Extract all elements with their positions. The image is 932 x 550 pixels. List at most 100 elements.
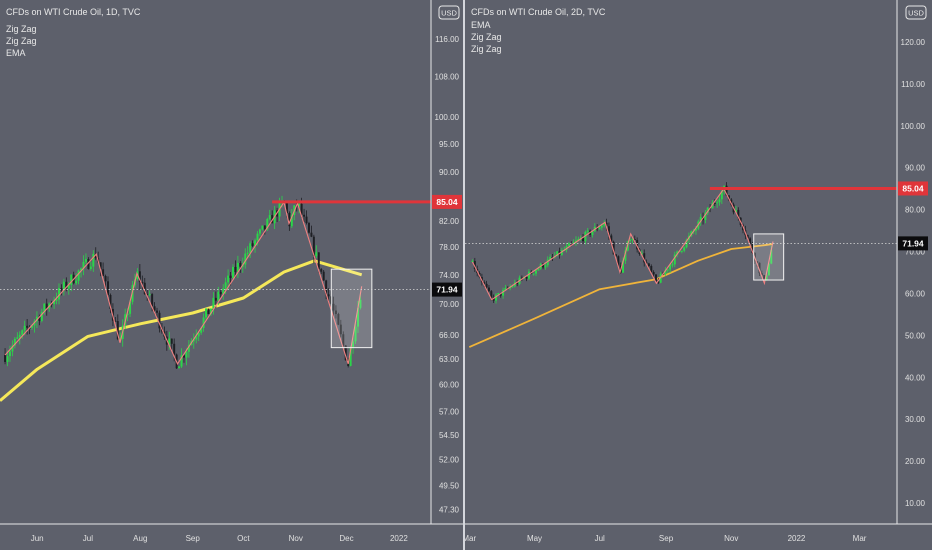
highlight-box[interactable]: [330, 268, 373, 349]
candle: [158, 310, 161, 333]
candle-body: [300, 203, 303, 215]
x-tick-label: Jul: [83, 534, 93, 543]
candle-body: [525, 277, 528, 279]
last-price-tag: 71.94: [432, 282, 462, 297]
candle-body: [129, 301, 132, 314]
candle-body: [214, 297, 217, 301]
chart-wti-2d[interactable]: 120.00 110.00 100.00 90.00 85.04 80.00 70.00 60…: [465, 0, 932, 550]
level-price-label: 85.04: [436, 197, 458, 207]
candle-body: [219, 291, 222, 295]
candle-body: [657, 281, 660, 283]
highlight-box[interactable]: [753, 233, 785, 281]
candle-body: [760, 273, 763, 276]
candle: [107, 276, 110, 298]
candle-body: [178, 366, 181, 369]
candle-body: [268, 215, 271, 220]
candle-body: [18, 334, 21, 338]
candle: [495, 293, 498, 304]
y-tick-label: 60.00: [905, 289, 926, 298]
currency-button[interactable]: USD: [438, 5, 460, 20]
candle-body: [62, 281, 65, 291]
candle: [77, 269, 80, 285]
candle-body: [737, 209, 740, 218]
candle-body: [535, 270, 538, 274]
candle-body: [236, 262, 239, 273]
candle: [337, 312, 340, 326]
chart-wti-1d[interactable]: 116.00 108.00 100.00 95.00 90.00 85.04 82.00 78…: [0, 0, 463, 550]
candle: [82, 255, 85, 276]
candle: [114, 317, 117, 322]
currency-button[interactable]: USD: [905, 5, 927, 20]
chart-background: [0, 0, 463, 550]
candle: [307, 221, 310, 234]
candle-body: [21, 330, 24, 335]
candle: [43, 303, 46, 315]
y-tick-label: 60.00: [439, 381, 460, 390]
candle-body: [222, 288, 225, 295]
candle: [636, 237, 639, 253]
indicator-label-2[interactable]: Zig Zag: [471, 32, 502, 42]
candle-body: [699, 217, 702, 222]
candle: [53, 296, 56, 309]
candle: [669, 264, 672, 273]
candle: [57, 283, 60, 305]
candle-body: [315, 252, 318, 257]
candle-body: [168, 338, 171, 345]
candle-body: [756, 261, 759, 263]
candle: [624, 246, 627, 264]
candle: [65, 277, 68, 292]
candle-body: [53, 300, 56, 305]
y-tick-label: 66.00: [439, 331, 460, 340]
candle-body: [239, 262, 242, 267]
candle-body: [629, 239, 632, 242]
candle-body: [734, 209, 737, 213]
candle-body: [148, 294, 151, 296]
candle: [549, 254, 552, 261]
candle: [598, 226, 601, 230]
candle: [305, 210, 308, 225]
candle: [502, 287, 505, 299]
candle: [532, 273, 535, 276]
candle: [236, 255, 239, 279]
candle-body: [612, 241, 615, 255]
candle: [516, 280, 519, 287]
candle: [8, 345, 11, 362]
level-price-label: 85.04: [902, 183, 924, 193]
y-tick-label: 10.00: [905, 499, 926, 508]
candle-body: [567, 243, 570, 247]
candle: [320, 268, 323, 275]
candle: [525, 275, 528, 282]
candle-body: [143, 282, 146, 294]
candle-body: [727, 195, 730, 200]
indicator-label-3[interactable]: EMA: [6, 48, 26, 58]
y-tick-label: 110.00: [901, 80, 925, 89]
indicator-label-1[interactable]: Zig Zag: [6, 24, 37, 34]
y-tick-label: 70.00: [905, 248, 926, 257]
indicator-label-2[interactable]: Zig Zag: [6, 36, 37, 46]
candle-body: [556, 251, 559, 257]
candle: [342, 331, 345, 350]
candle-body: [180, 355, 183, 367]
candle-body: [544, 265, 547, 268]
candle: [11, 340, 14, 357]
candle-body: [765, 275, 768, 280]
candle-body: [99, 262, 102, 270]
candle-body: [65, 281, 68, 289]
candle-body: [75, 280, 78, 284]
candle-body: [617, 256, 620, 266]
candle-body: [182, 355, 185, 358]
candle-body: [605, 222, 608, 227]
candle-body: [487, 287, 490, 292]
candle-body: [483, 282, 486, 284]
candle-body: [572, 242, 575, 244]
indicator-label-3[interactable]: Zig Zag: [471, 44, 502, 54]
candle-body: [683, 247, 686, 251]
candle-body: [84, 259, 87, 262]
x-tick-label: Jul: [595, 534, 605, 543]
candle-body: [502, 289, 505, 296]
candle: [205, 308, 208, 321]
candle-body: [332, 303, 335, 311]
candle: [716, 199, 719, 208]
candle-body: [647, 263, 650, 267]
indicator-label-1[interactable]: EMA: [471, 20, 491, 30]
